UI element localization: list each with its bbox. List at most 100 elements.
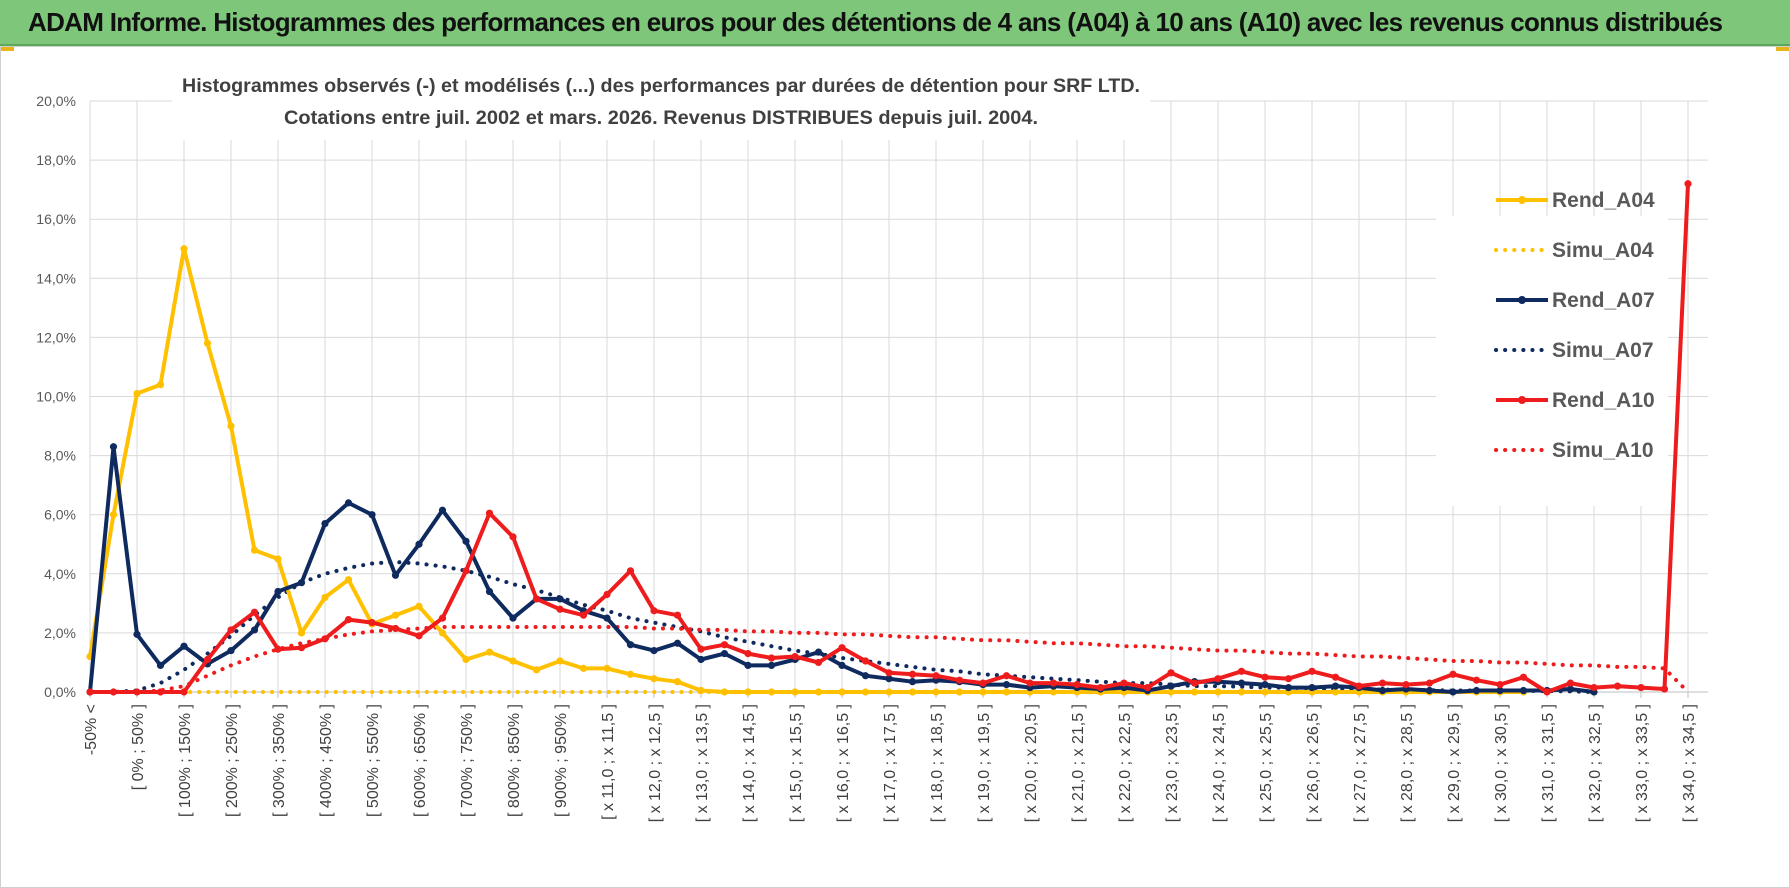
- data-point-rend_a04: [885, 688, 893, 696]
- y-tick-label: 4,0%: [44, 566, 76, 582]
- x-tick-label: [ 0% ; 50% ]: [130, 704, 147, 790]
- data-point-rend_a07: [485, 587, 494, 596]
- data-point-rend_a07: [438, 506, 447, 514]
- x-tick-label: [ x 27,0 ; x 27,5 ]: [1352, 704, 1369, 822]
- data-point-rend_a07: [368, 511, 376, 519]
- data-point-rend_a10: [932, 672, 940, 680]
- x-tick-label: [ x 18,0 ; x 18,5 ]: [929, 704, 946, 822]
- x-tick-label: [ x 26,0 ; x 26,5 ]: [1305, 704, 1322, 822]
- data-point-rend_a10: [1261, 673, 1269, 681]
- y-axis: 0,0% 2,0% 4,0% 6,0% 8,0% 10,0% 12,0% 14,0% 16,0%…: [36, 93, 76, 700]
- data-point-rend_a10: [1472, 676, 1481, 684]
- data-point-rend_a10: [1073, 681, 1081, 689]
- data-point-rend_a07: [415, 540, 423, 548]
- data-point-rend_a07: [509, 614, 517, 622]
- chart-title-line2: Cotations entre juil. 2002 et mars. 2026…: [284, 108, 1038, 129]
- series-line-simu_a07: [88, 560, 1596, 694]
- series-line-simu_a10: [88, 625, 1690, 694]
- x-tick-label: [ x 17,0 ; x 17,5 ]: [882, 704, 899, 822]
- legend-marker-rend_a10: [1518, 396, 1526, 404]
- data-point-rend_a07: [556, 595, 564, 603]
- data-point-rend_a10: [1002, 672, 1011, 680]
- data-point-rend_a10: [1660, 685, 1669, 693]
- data-point-rend_a10: [1566, 679, 1575, 687]
- data-point-rend_a07: [626, 641, 635, 649]
- data-point-rend_a07: [1472, 686, 1481, 695]
- data-point-rend_a10: [1425, 679, 1434, 687]
- x-tick-label: [ x 16,0 ; x 16,5 ]: [835, 704, 852, 822]
- banner-title: ADAM Informe. Histogrammes des performan…: [28, 7, 1723, 37]
- x-tick-label: [ x 19,0 ; x 19,5 ]: [976, 704, 993, 822]
- data-point-rend_a07: [720, 649, 729, 658]
- data-point-rend_a10: [1590, 683, 1598, 692]
- data-point-rend_a04: [744, 688, 752, 696]
- x-tick-label: [ x 28,0 ; x 28,5 ]: [1399, 704, 1416, 822]
- data-point-rend_a07: [297, 579, 306, 587]
- data-point-rend_a07: [1449, 688, 1457, 696]
- data-point-rend_a10: [1355, 682, 1363, 690]
- data-point-rend_a07: [1167, 682, 1175, 690]
- x-tick-label: [ x 31,0 ; x 31,5 ]: [1540, 704, 1557, 822]
- data-point-rend_a04: [791, 688, 799, 696]
- data-point-rend_a07: [767, 661, 776, 670]
- data-point-rend_a04: [979, 688, 987, 696]
- x-tick-label: [ x 12,0 ; x 12,5 ]: [647, 704, 664, 822]
- data-point-rend_a04: [203, 339, 212, 347]
- data-point-rend_a07: [1284, 683, 1293, 692]
- data-point-rend_a04: [1049, 688, 1058, 696]
- data-point-rend_a10: [979, 679, 987, 687]
- data-point-rend_a10: [744, 649, 752, 658]
- data-point-rend_a04: [297, 629, 306, 637]
- data-point-rend_a10: [955, 676, 964, 684]
- data-point-rend_a07: [744, 661, 752, 670]
- data-point-rend_a10: [791, 652, 799, 661]
- data-point-rend_a10: [485, 509, 494, 517]
- data-point-rend_a04: [438, 629, 447, 637]
- data-point-rend_a04: [532, 666, 541, 674]
- x-tick-label: [ x 15,0 ; x 15,5 ]: [788, 704, 805, 822]
- x-tick-label: [ x 13,0 ; x 13,5 ]: [694, 704, 711, 822]
- legend-label-simu_a07: Simu_A07: [1552, 339, 1654, 362]
- data-point-rend_a04: [697, 686, 705, 695]
- data-point-rend_a10: [1049, 679, 1058, 687]
- data-point-rend_a10: [1284, 675, 1293, 683]
- corner-mark-right: [1776, 46, 1790, 51]
- data-point-rend_a10: [250, 608, 259, 616]
- x-axis: -50% < [ 0% ; 50% ] [ 100% ; 150% ] [ 200% …: [83, 691, 1708, 822]
- data-point-rend_a10: [203, 655, 212, 664]
- data-point-rend_a10: [720, 641, 729, 649]
- data-point-rend_a10: [767, 654, 776, 662]
- data-point-rend_a10: [885, 669, 893, 677]
- data-point-rend_a07: [1308, 683, 1316, 692]
- data-point-rend_a10: [908, 670, 917, 678]
- x-tick-label: [ 900% ; 950% ]: [553, 704, 570, 817]
- data-point-rend_a10: [415, 632, 423, 640]
- data-point-rend_a04: [509, 657, 517, 665]
- data-point-rend_a10: [650, 607, 658, 615]
- data-point-rend_a07: [885, 675, 893, 683]
- x-tick-label: [ 100% ; 150% ]: [177, 704, 194, 817]
- data-point-rend_a07: [1566, 685, 1575, 693]
- data-point-rend_a10: [274, 645, 282, 653]
- x-tick-label: [ x 33,0 ; x 33,5 ]: [1634, 704, 1651, 822]
- data-point-rend_a04: [227, 422, 235, 430]
- data-point-rend_a10: [391, 624, 400, 633]
- data-point-rend_a04: [1167, 688, 1175, 696]
- data-point-rend_a07: [1261, 681, 1269, 689]
- data-point-rend_a10: [1449, 670, 1457, 678]
- x-tick-label: [ x 20,0 ; x 20,5 ]: [1023, 704, 1040, 822]
- data-point-rend_a04: [908, 688, 917, 696]
- data-point-rend_a04: [274, 555, 282, 563]
- data-point-rend_a04: [180, 245, 188, 253]
- x-tick-label: [ 700% ; 750% ]: [459, 704, 476, 817]
- x-tick-label: [ x 24,0 ; x 24,5 ]: [1211, 704, 1228, 822]
- data-point-rend_a10: [1143, 683, 1152, 692]
- x-tick-label: [ x 14,0 ; x 14,5 ]: [741, 704, 758, 822]
- data-point-rend_a10: [321, 635, 329, 643]
- data-point-rend_a10: [1519, 673, 1528, 681]
- data-point-rend_a10: [509, 533, 517, 541]
- x-tick-label: [ x 25,0 ; x 25,5 ]: [1258, 704, 1275, 822]
- data-point-rend_a04: [673, 678, 682, 686]
- data-point-rend_a04: [1331, 688, 1340, 696]
- data-point-rend_a10: [1402, 681, 1410, 689]
